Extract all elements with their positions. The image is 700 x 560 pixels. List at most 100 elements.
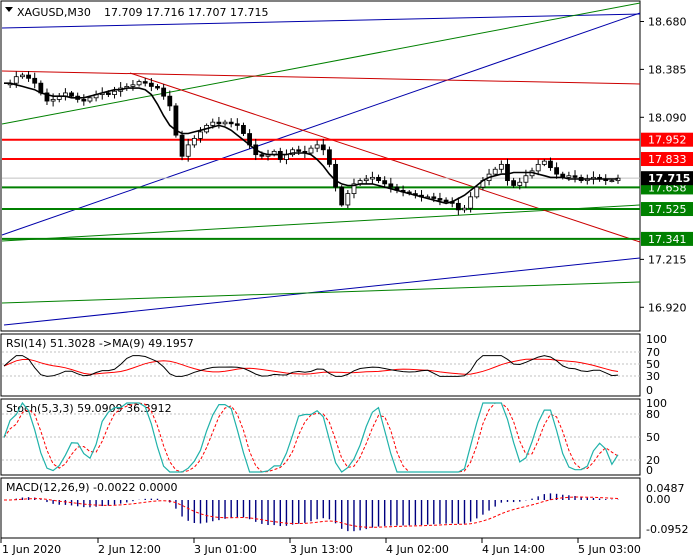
candle-body-bear	[216, 121, 222, 125]
candle-body-bull	[314, 144, 320, 149]
candle	[339, 185, 345, 207]
candle	[548, 157, 553, 171]
candle-body-bull	[523, 175, 529, 183]
candle	[505, 158, 510, 186]
trendlines[interactable]	[1, 2, 641, 326]
time-axis: 1 Jun 2020 2 Jun 12:00 3 Jun 01:00 3 Jun…	[0, 538, 641, 556]
green-trendline-mid[interactable]	[1, 204, 641, 242]
candle	[363, 175, 369, 185]
candle	[56, 93, 62, 103]
rsi-axis-50: 50	[646, 358, 660, 371]
candle-body-bear	[382, 180, 388, 185]
blue-channel-upper[interactable]	[1, 13, 641, 29]
ohlc-high: 17.716	[146, 6, 185, 19]
candle	[191, 135, 197, 148]
candle-body-bear	[179, 134, 185, 157]
macd-axis-zero: 0.00	[646, 493, 671, 506]
price-moving-average	[4, 82, 618, 205]
candle	[554, 162, 559, 179]
candle	[63, 88, 68, 101]
macd-axis-bottom: -0.0952	[646, 523, 688, 536]
candle-body-bear	[148, 82, 154, 87]
candle-body-bear	[505, 163, 510, 182]
green-trendline-lower[interactable]	[1, 281, 641, 304]
candle	[314, 140, 320, 153]
candle-body-bull	[185, 144, 191, 157]
price-axis-label-18.385: 18.385	[648, 63, 687, 76]
dropdown-triangle-icon[interactable]	[5, 7, 13, 12]
candle-body-bull	[210, 121, 216, 126]
candle	[369, 171, 375, 185]
candle-body-bear	[320, 144, 326, 151]
candle-body-bull	[535, 163, 541, 172]
candle	[333, 159, 338, 192]
rsi-indicator[interactable]	[2, 351, 640, 377]
candle-body-bull	[566, 175, 572, 178]
candle	[382, 176, 388, 188]
candle-body-bull	[492, 168, 498, 175]
rsi-axis-0: 0	[646, 384, 653, 397]
rsi-ma-line	[3, 358, 619, 375]
candle-body-bear	[327, 149, 332, 165]
time-label-4: 4 Jun 02:00	[386, 543, 449, 556]
blue-trendline-rising[interactable]	[1, 12, 641, 236]
rsi-axis: 100 70 50 30 0	[646, 333, 667, 397]
blue-channel-lower[interactable]	[3, 257, 641, 326]
candle-body-bear	[259, 154, 265, 157]
rsi-line	[3, 355, 619, 377]
time-label-0: 1 Jun 2020	[2, 543, 61, 556]
rsi-panel[interactable]	[0, 333, 641, 397]
candle	[351, 178, 357, 199]
candle-body-bear	[241, 125, 246, 134]
candle-body-bear	[572, 175, 578, 178]
price-axis-label-16.920: 16.920	[648, 301, 687, 314]
current-price-text: 17.715	[648, 172, 690, 185]
ohlc-close: 17.715	[230, 6, 269, 19]
candle-body-bear	[511, 180, 517, 186]
candle	[222, 119, 228, 126]
level-badge-17.525	[641, 202, 693, 217]
candle	[124, 83, 130, 91]
stoch-axis-50: 50	[646, 431, 660, 444]
macd-panel[interactable]	[0, 477, 641, 539]
candle-body-bear	[228, 121, 234, 125]
macd-indicator[interactable]	[4, 493, 619, 532]
candle-body-bear	[277, 150, 283, 160]
stoch-axis-0: 0	[646, 464, 653, 477]
red-trendline-flat[interactable]	[1, 70, 641, 85]
candle-body-bear	[161, 87, 167, 97]
candle-body-bull	[308, 147, 314, 154]
candle-body-bull	[363, 178, 369, 182]
candle	[93, 90, 99, 102]
macd-axis-top: 0.0487	[646, 482, 685, 495]
candle-body-bear	[105, 92, 111, 95]
candle-body-bull	[609, 180, 615, 183]
candle-body-bear	[376, 176, 381, 182]
candle-body-bull	[290, 149, 295, 156]
candle-body-bull	[222, 121, 228, 125]
candle-body-bull	[130, 84, 136, 87]
candle	[498, 160, 504, 173]
candle	[327, 146, 332, 168]
candle	[44, 88, 50, 105]
green-trendline-upper[interactable]	[1, 2, 641, 125]
rsi-label: RSI(14) 51.3028 ->MA(9) 49.1957	[6, 337, 194, 350]
macd-signal-line	[4, 496, 619, 528]
candle-body-bear	[443, 199, 449, 203]
stoch-axis-100: 100	[646, 397, 667, 410]
candle	[130, 80, 136, 91]
price-panel[interactable]	[0, 0, 641, 332]
support-resistance-levels[interactable]	[2, 138, 640, 240]
candle-body-bear	[173, 105, 179, 136]
candle-body-bull	[20, 74, 25, 78]
candle-body-bull	[50, 99, 56, 102]
stoch-indicator[interactable]	[2, 401, 640, 473]
candle-body-bear	[26, 74, 31, 79]
candle	[462, 205, 467, 213]
red-trendline-falling[interactable]	[129, 72, 641, 243]
candle-body-bull	[541, 160, 547, 165]
candle-body-bear	[296, 149, 302, 152]
candle	[455, 197, 461, 216]
candle	[535, 159, 541, 176]
